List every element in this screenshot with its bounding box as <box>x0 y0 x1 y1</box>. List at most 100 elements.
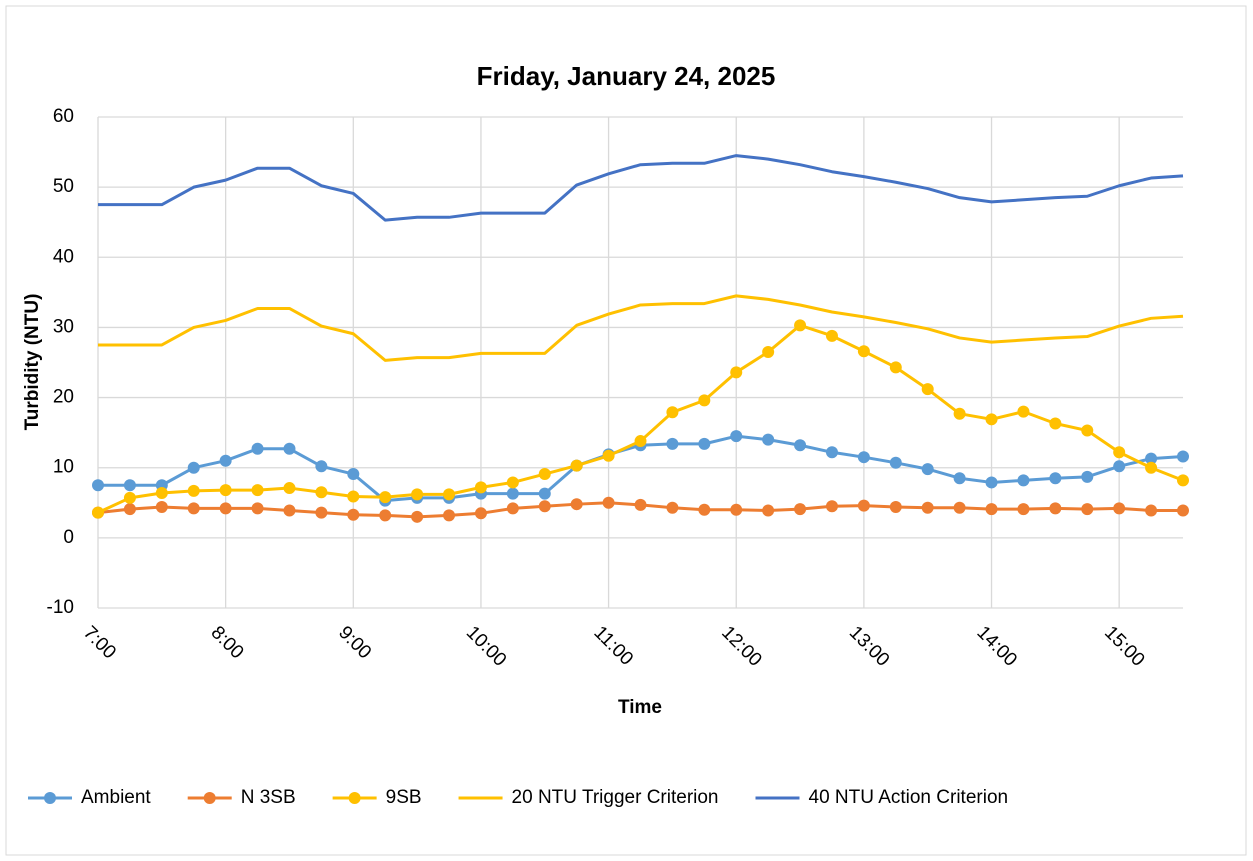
data-point <box>634 498 647 511</box>
data-point <box>698 437 711 450</box>
data-point <box>347 490 360 503</box>
data-point <box>730 430 743 443</box>
data-point <box>857 499 870 512</box>
data-point <box>889 500 902 513</box>
data-point <box>825 329 838 342</box>
data-point <box>1017 405 1030 418</box>
data-point <box>953 407 966 420</box>
data-point <box>1113 460 1126 473</box>
data-point <box>1145 461 1158 474</box>
data-point <box>538 487 551 500</box>
data-point <box>219 454 232 467</box>
data-point <box>1049 417 1062 430</box>
data-point <box>570 498 583 511</box>
data-point <box>825 500 838 513</box>
data-point <box>92 479 104 492</box>
data-point <box>474 481 487 494</box>
data-point <box>666 501 679 514</box>
data-point <box>283 442 296 455</box>
data-point <box>1177 474 1189 487</box>
data-point <box>251 484 264 497</box>
series-line <box>98 294 1184 362</box>
data-point <box>1081 424 1094 437</box>
data-point <box>187 502 200 515</box>
data-point <box>666 406 679 419</box>
data-point <box>889 361 902 374</box>
legend-label: N 3SB <box>241 787 296 808</box>
data-point <box>474 507 487 520</box>
data-point <box>762 504 775 517</box>
y-tick-label: 40 <box>53 246 74 267</box>
data-point <box>634 435 647 448</box>
data-point <box>889 456 902 469</box>
data-point <box>155 486 168 499</box>
legend-marker <box>348 792 361 804</box>
data-point <box>762 345 775 358</box>
y-axis-label: Turbidity (NTU) <box>22 294 43 431</box>
data-point <box>794 319 807 332</box>
data-point <box>219 484 232 497</box>
data-point <box>921 501 934 514</box>
data-point <box>283 482 296 495</box>
data-point <box>347 468 360 481</box>
data-point <box>506 476 519 489</box>
data-point <box>506 502 519 515</box>
y-tick-label: 50 <box>53 176 74 197</box>
data-point <box>347 508 360 521</box>
data-point <box>1113 446 1126 459</box>
data-point <box>155 500 168 513</box>
data-point <box>570 459 583 472</box>
data-point <box>538 500 551 513</box>
data-point <box>1145 504 1158 517</box>
data-point <box>698 503 711 516</box>
data-point <box>283 504 296 517</box>
x-axis-label: Time <box>618 697 662 718</box>
data-point <box>443 488 456 501</box>
data-point <box>825 446 838 459</box>
legend-label: 20 NTU Trigger Criterion <box>512 787 719 808</box>
data-point <box>1081 503 1094 516</box>
data-point <box>506 487 519 500</box>
data-point <box>985 413 998 426</box>
data-point <box>1017 503 1030 516</box>
data-point <box>315 486 328 499</box>
data-point <box>921 463 934 476</box>
data-point <box>666 437 679 450</box>
data-point <box>1049 472 1062 485</box>
data-point <box>123 491 136 504</box>
data-point <box>1113 502 1126 515</box>
y-tick-label: 0 <box>63 527 74 548</box>
data-point <box>953 501 966 514</box>
chart-frame <box>5 5 1247 856</box>
data-point <box>379 509 392 522</box>
legend-label: Ambient <box>81 787 151 808</box>
data-point <box>857 345 870 358</box>
legend-label: 40 NTU Action Criterion <box>809 787 1009 808</box>
plot-area <box>92 154 1189 523</box>
data-point <box>315 506 328 519</box>
y-tick-label: 60 <box>53 106 74 127</box>
data-point <box>1017 474 1030 487</box>
data-point <box>698 394 711 407</box>
data-point <box>123 503 136 516</box>
series-line <box>98 154 1184 222</box>
data-point <box>985 503 998 516</box>
data-point <box>857 451 870 464</box>
chart-title: Friday, January 24, 2025 <box>477 61 776 91</box>
data-point <box>1081 470 1094 483</box>
data-point <box>602 496 615 509</box>
data-point <box>762 433 775 446</box>
data-point <box>1177 504 1189 517</box>
data-point <box>92 506 104 519</box>
data-point <box>730 366 743 379</box>
data-point <box>794 439 807 452</box>
data-point <box>123 479 136 492</box>
data-point <box>602 449 615 462</box>
data-point <box>1049 502 1062 515</box>
y-tick-label: 10 <box>53 457 74 478</box>
data-point <box>1177 450 1189 463</box>
legend-marker <box>203 792 216 804</box>
data-point <box>921 383 934 396</box>
data-point <box>443 509 456 522</box>
